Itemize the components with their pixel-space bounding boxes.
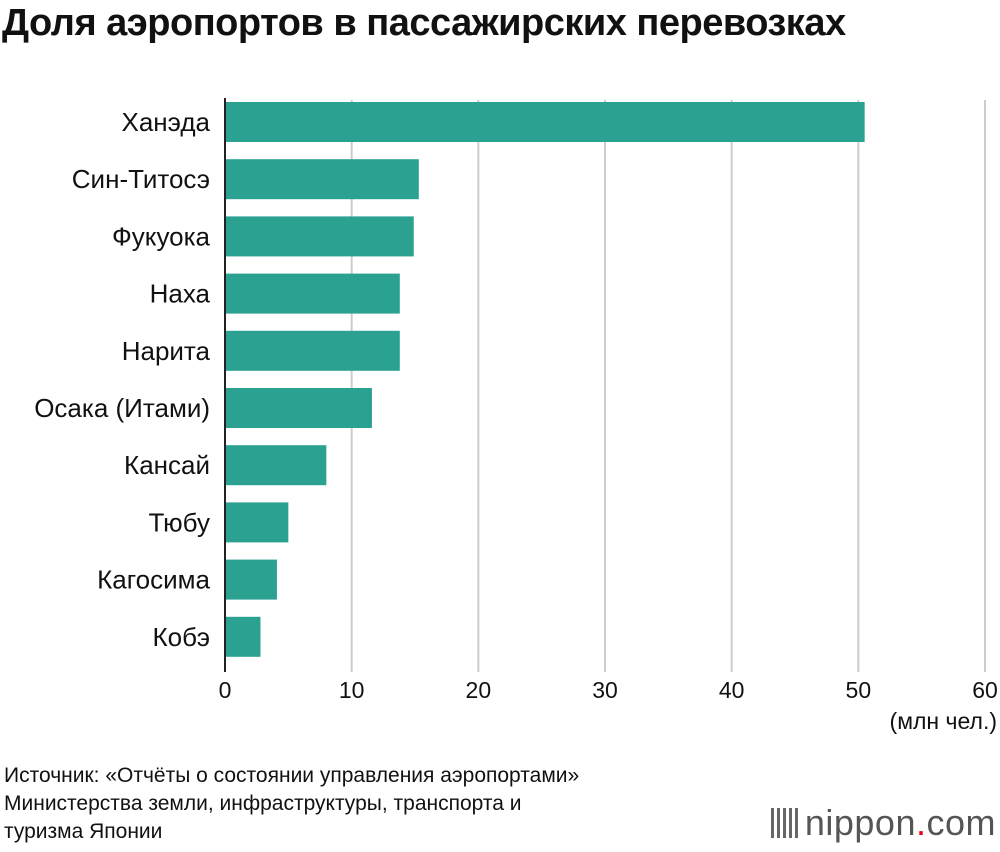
bar [225, 330, 400, 371]
x-tick-label: 20 [466, 677, 492, 703]
nippon-logo: nippon. com [770, 802, 996, 844]
source-line: туризма Японии [4, 820, 163, 843]
x-tick-label: 50 [846, 677, 872, 703]
category-label: Нарита [122, 336, 211, 366]
bar [225, 273, 400, 314]
bar [225, 102, 865, 142]
category-label: Кагосима [97, 565, 210, 595]
x-tick-label: 30 [592, 677, 618, 703]
x-tick-label: 40 [719, 677, 745, 703]
category-label: Осака (Итами) [34, 393, 210, 423]
source-line: Источник: «Отчёты о состоянии управления… [4, 764, 580, 787]
logo-suffix: com [926, 802, 996, 843]
category-label: Кобэ [153, 622, 210, 652]
category-label: Фукуока [112, 221, 211, 251]
bar [225, 616, 261, 657]
bar [225, 159, 419, 200]
x-unit-label: (млн чел.) [890, 708, 997, 734]
bar-chart: Ханэда Син-Титосэ Фукуока Наха Нарита Осака (… [34, 98, 998, 734]
chart-title: Доля аэропортов в пассажирских перевозка… [2, 2, 846, 44]
category-label: Кансай [124, 450, 210, 480]
source-line: Министерства земли, инфраструктуры, тран… [4, 792, 522, 815]
category-label: Тюбу [148, 507, 210, 537]
bar [225, 502, 289, 543]
category-label: Наха [150, 279, 211, 309]
x-tick-label: 10 [339, 677, 365, 703]
logo-bars-icon [770, 808, 799, 838]
x-tick-label: 60 [972, 677, 998, 703]
bar [225, 559, 277, 600]
category-label: Син-Титосэ [72, 164, 210, 194]
category-label: Ханэда [122, 107, 211, 137]
source-note: Источник: «Отчёты о состоянии управления… [4, 762, 579, 846]
logo-dot: . [915, 802, 927, 843]
bar [225, 388, 372, 428]
x-tick-label: 0 [219, 677, 232, 703]
logo-main: nippon [804, 802, 916, 843]
bar [225, 216, 414, 257]
bar [225, 445, 327, 486]
